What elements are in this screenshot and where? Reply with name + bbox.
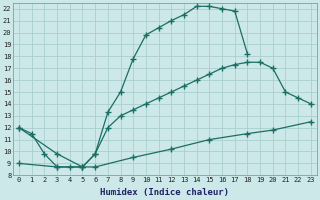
X-axis label: Humidex (Indice chaleur): Humidex (Indice chaleur) xyxy=(100,188,229,197)
